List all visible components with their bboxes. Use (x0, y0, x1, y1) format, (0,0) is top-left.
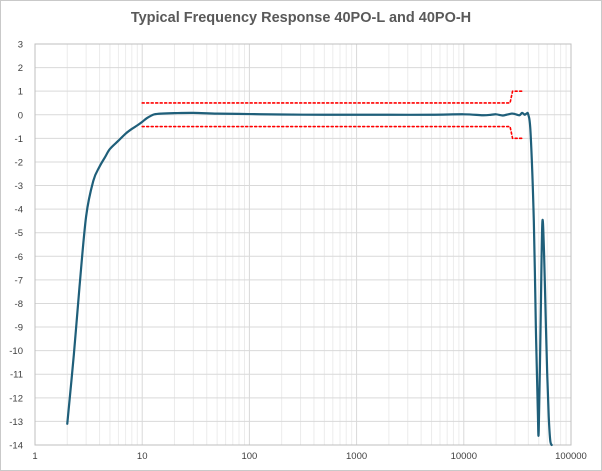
y-tick-label: 1 (18, 87, 23, 98)
y-tick-label: -2 (15, 157, 23, 168)
y-tick-label: -14 (9, 441, 23, 452)
x-tick-label: 10000 (451, 451, 477, 462)
y-tick-label: -10 (9, 346, 23, 357)
x-tick-label: 100000 (555, 451, 587, 462)
y-tick-label: 0 (18, 110, 23, 121)
x-tick-label: 1 (32, 451, 37, 462)
y-tick-label: -13 (9, 417, 23, 428)
x-tick-label: 1000 (346, 451, 367, 462)
series-layer (66, 90, 553, 447)
plot-border (34, 43, 572, 446)
x-tick-label: 100 (241, 451, 257, 462)
chart-title: Typical Frequency Response 40PO-L and 40… (130, 10, 472, 26)
y-tick-label: 3 (18, 40, 23, 51)
plot-area (34, 43, 572, 446)
x-tick-label: 10 (137, 451, 148, 462)
y-tick-label: -3 (15, 181, 23, 192)
upper-tolerance-line (141, 90, 523, 104)
y-tick-label: -5 (15, 228, 23, 239)
y-tick-label: -6 (15, 252, 23, 263)
y-tick-label: -11 (10, 370, 23, 381)
minor-gridlines (66, 44, 567, 445)
y-tick-label: 2 (18, 63, 23, 74)
frequency-response-line (66, 111, 553, 447)
y-tick-label: -7 (15, 275, 23, 286)
major-gridlines (34, 43, 572, 446)
y-tick-label: -4 (15, 205, 23, 216)
lower-tolerance-line (141, 125, 523, 140)
y-tick-label: -1 (15, 134, 23, 145)
tick-labels: 1 10 100 1000 10000 1000003210-1-2-3-4-5-6-7-… (9, 40, 587, 463)
y-tick-label: -8 (15, 299, 23, 310)
y-tick-label: -12 (9, 393, 23, 404)
y-tick-label: -9 (15, 323, 23, 334)
